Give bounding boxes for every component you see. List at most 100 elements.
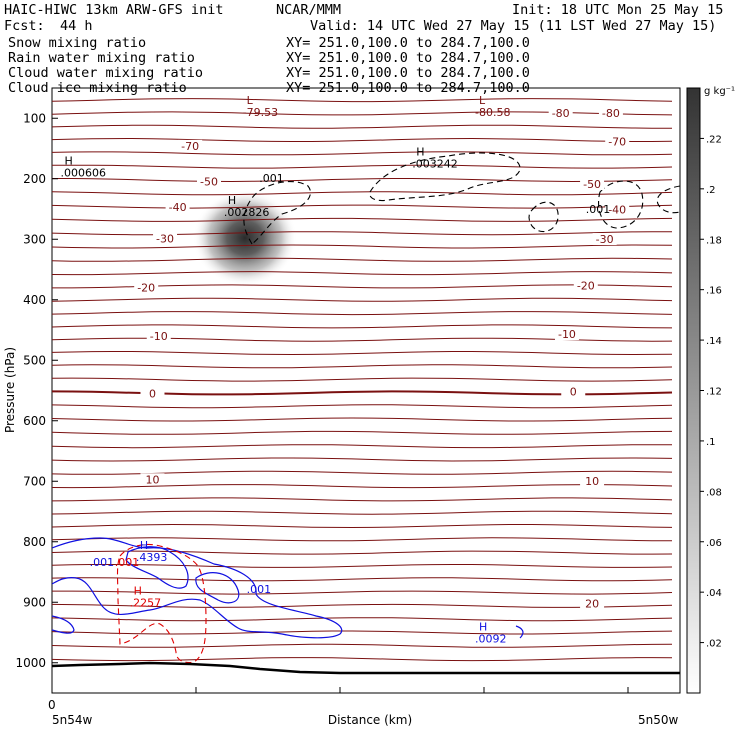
colorbar-unit: g kg⁻¹ [704,86,735,97]
isotherm-line [52,564,673,568]
temperature-label: 0 [149,387,156,400]
legend-snow-xy: XY= 251.0,100.0 to 284.7,100.0 [286,35,530,51]
plot-area: -70 -70 -50 -50 -40 -40 -30 -30 -20 -20 -10 -10 0 0 10… [52,94,680,675]
temperature-label-bg [580,178,605,191]
y-tick-label: 500 [23,353,46,367]
temperature-label: -80 [602,107,620,120]
isotherm-line [52,523,673,529]
init-time: Init: 18 UTC Mon 25 May 15 [512,2,723,18]
isotherm-line [52,630,673,635]
snow-contour-left [243,181,311,245]
temperature-label: -50 [200,176,218,189]
y-tick-label: 100 [23,111,46,125]
colorbar-gradient [686,87,701,694]
extremum-marker: L [479,94,486,107]
y-tick-label: 800 [23,535,46,549]
snow-contour-right-1 [528,201,559,233]
temperature-label-bg [580,475,605,488]
x-axis: 0 5n54w Distance (km) 5n50w [48,687,679,727]
temperature-label: -80 [552,107,570,120]
isotherm-line [52,178,673,183]
isotherm-line [52,191,673,196]
temperature-label-bg [598,107,623,120]
forecast-value: 44 h [60,18,93,34]
isotherm-line [52,430,673,435]
isotherm-line [52,351,673,356]
colorbar-ticks: .22 .2 .18 .16 .14 .12 .1 .08 .06 .04 .02 [700,134,722,650]
legend-snow-label: Snow mixing ratio [8,35,146,51]
temperature-label-bg [548,107,573,120]
temperature-label-bg [178,139,203,152]
isotherm-line [52,217,673,222]
temperature-label-bg [140,387,165,400]
temperature-label-bg [592,233,617,246]
temperature-label-bg [605,203,630,216]
isotherm-line [52,98,673,103]
temperature-label: 0 [570,386,577,399]
temperature-label-bg [197,175,221,188]
isotherm-line [52,577,673,582]
isotherm-line [52,311,673,316]
isotherm-line [52,417,673,422]
colorbar-tick-label: .08 [706,487,722,498]
isotherm-line [52,603,673,608]
figure-org: NCAR/MMM [276,2,341,18]
extremum-value: .4393 [136,551,168,564]
temperature-label: -40 [169,201,187,214]
temperature-label: -30 [596,233,614,246]
extremum-marker: H [479,621,487,634]
extremum-value: .0092 [475,633,507,646]
isotherm-line [52,377,673,382]
temperature-label: -70 [608,136,626,149]
terrain-line [52,661,680,675]
extremum-marker: H [416,146,424,159]
cloud-water-contour-outer [52,537,343,639]
y-tick-label: 900 [23,595,46,609]
extremum-marker: H [65,155,73,168]
temperature-label-bg [165,201,190,213]
temperature-label-bg [605,135,630,148]
extremum-marker: H [140,539,148,552]
isotherm-line [52,444,672,449]
x-axis-origin: 0 [48,698,56,712]
colorbar: g kg⁻¹ .22 .2 .18 .16 .14 .12 .1 .08 .06 .04 .02 [686,86,735,694]
contour-value-label: .001 [586,203,611,216]
extremum-marker: H [228,194,236,207]
temperature-contours [52,98,673,662]
temperature-label-bg [554,328,579,341]
cloud-water-contour-inner-2 [195,572,240,604]
x-axis-right-location: 5n50w [638,713,679,727]
isotherm-line [52,497,673,502]
temperature-label: 10 [585,475,599,488]
snow-contour-center [369,152,521,202]
y-tick-label: 300 [23,232,46,246]
contour-labels: -70 -70 -50 -50 -40 -40 -30 -30 -20 -20 -10 -10 0 0 10… [61,94,630,646]
contour-value-label: .001 [259,172,284,185]
temperature-label: -40 [608,203,626,216]
temperature-label: -50 [583,178,601,191]
x-axis-left-location: 5n54w [52,713,93,727]
contour-value-label: .001 [247,583,272,596]
cloud-water-contour-inner-1 [125,546,189,589]
isotherm-line [52,404,673,409]
temperature-label-bg [561,385,586,398]
temperature-label: -20 [137,281,155,294]
contour-value-label: .001 [115,556,140,569]
temperature-label: -70 [181,140,199,153]
isotherm-line [52,111,673,116]
isotherm-line [52,271,673,276]
extremum-marker: L [247,94,254,107]
isotherm-line [52,151,673,156]
extremum-value: .003242 [412,158,458,171]
isotherm-line [52,657,673,662]
isotherm-line [52,617,673,622]
temperature-label-bg [140,473,165,486]
temperature-label: 20 [585,597,599,610]
colorbar-tick-label: .2 [706,185,716,196]
colorbar-tick-label: .02 [706,639,722,650]
cloud-water-contour-bottom [52,615,75,634]
isotherm-line [52,124,672,129]
isotherm-line [52,257,673,262]
cloud-ice-shading [193,190,297,286]
